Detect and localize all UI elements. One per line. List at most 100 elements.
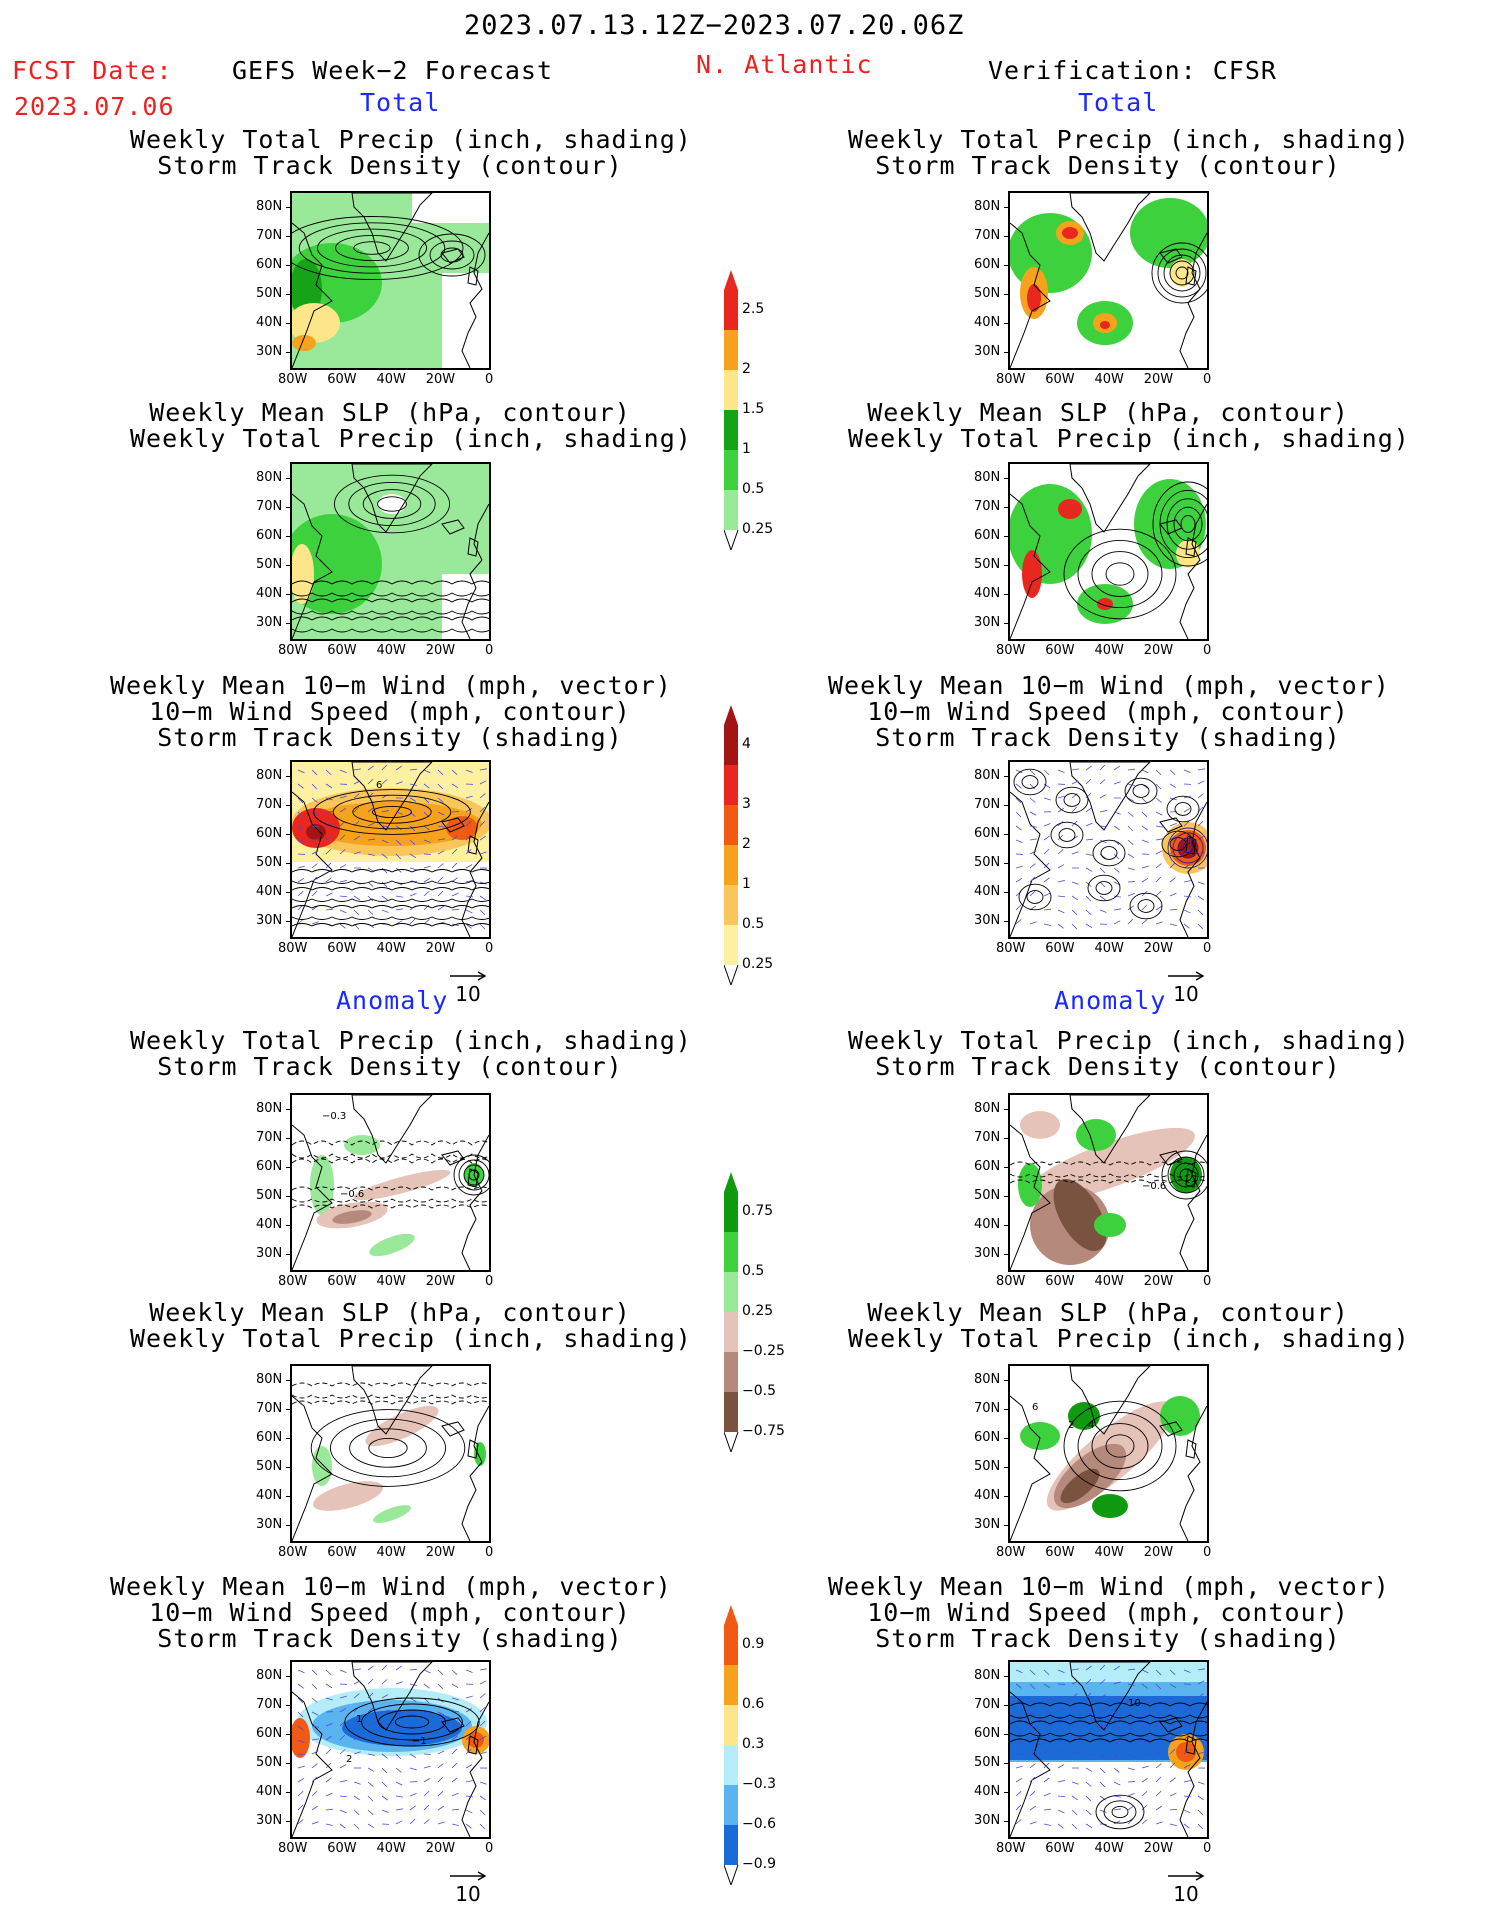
coastline-greenland (351, 1095, 433, 1164)
fcst-date-value: 2023.07.06 (14, 92, 175, 121)
wind-vector (395, 825, 403, 831)
wind-vector (1197, 923, 1204, 930)
wind-vector (1141, 1683, 1148, 1689)
wind-vector (297, 1725, 304, 1731)
lat-tick-mark (286, 1438, 291, 1439)
wind-vector (1057, 1764, 1065, 1769)
wind-speed-anomaly-contour (1095, 1794, 1145, 1830)
wind-vector (465, 1734, 472, 1741)
lat-tick-label: 50N (974, 557, 1001, 572)
map-canvas: 6 (292, 762, 489, 937)
wind-vector (437, 825, 445, 828)
wind-vector (1183, 909, 1191, 914)
wind-speed-contour (1167, 827, 1207, 869)
wind-vector (423, 865, 431, 869)
wind-vector (311, 769, 318, 776)
wind-vector (409, 1725, 416, 1732)
wind-vector (451, 783, 459, 789)
wind-vector (395, 853, 402, 860)
lat-tick-label: 30N (256, 615, 283, 630)
wind-vector (311, 1821, 319, 1825)
map-canvas: 6 2 4 (1010, 1366, 1207, 1541)
lat-tick-label: 50N (256, 855, 283, 870)
precip-shading (1027, 284, 1041, 312)
wind-vector (1085, 909, 1092, 916)
wind-vector (479, 923, 486, 930)
colorbar-label: 2 (742, 361, 751, 377)
wind-vector (353, 1809, 360, 1816)
wind-vector (437, 876, 444, 883)
lon-tick-label: 80W (996, 1545, 1026, 1560)
lat-tick-label: 70N (974, 1130, 1001, 1145)
wind-speed-contour (1087, 874, 1121, 902)
wind-vector (325, 1735, 332, 1741)
wind-vector (1197, 909, 1204, 916)
wind-vector (1071, 909, 1078, 916)
wind-vector (1099, 1781, 1106, 1788)
wind-vector (1057, 849, 1064, 855)
lat-tick-label: 30N (256, 913, 283, 928)
wind-vector (297, 1777, 305, 1783)
coastline-north-america (292, 1395, 333, 1541)
contour-label: 2 (346, 1754, 352, 1765)
wind-vector (1113, 1711, 1121, 1715)
wind-vector (465, 923, 472, 929)
wind-vector (381, 1664, 388, 1671)
lat-tick-mark (286, 776, 291, 777)
wind-vector (325, 1762, 332, 1769)
wind-vector (325, 1697, 333, 1701)
wind-vector (1057, 1720, 1064, 1727)
wind-vector (437, 1805, 445, 1811)
coastline-north-america (292, 222, 333, 368)
lon-tick-label: 60W (327, 643, 357, 658)
wind-vector (1043, 797, 1051, 801)
wind-vector (381, 1694, 389, 1699)
wind-vector (367, 838, 376, 841)
lat-tick-label: 80N (256, 1668, 283, 1683)
wind-vector (1057, 795, 1065, 799)
map-obs-total-slp-precip (1008, 462, 1209, 641)
wind-vector (395, 1665, 403, 1671)
wind-vector (1057, 1795, 1066, 1798)
slp-contour (1159, 489, 1207, 559)
wind-vector (325, 892, 333, 897)
colorbar-canvas (723, 1605, 739, 1887)
wind-vector (479, 1823, 486, 1830)
lat-tick-label: 50N (256, 1459, 283, 1474)
wind-vector (1197, 1668, 1205, 1671)
lat-tick-mark (1004, 507, 1009, 508)
wind-vector (451, 769, 458, 776)
map-obs-anom-precip-track: −0.6 (1008, 1093, 1209, 1272)
wind-vector (423, 1739, 431, 1743)
lat-tick-mark (1004, 265, 1009, 266)
lon-tick-label: 0 (485, 1841, 494, 1856)
lon-tick-label: 60W (327, 1545, 357, 1560)
coastline-iceland (441, 1717, 465, 1733)
wind-speed-contour (1013, 768, 1047, 796)
wind-vector (1015, 1804, 1022, 1811)
slp-anomaly-contour (349, 1428, 427, 1468)
precip-shading (1130, 198, 1207, 268)
lat-tick-mark (286, 265, 291, 266)
coastline-iceland (1159, 248, 1183, 264)
track-anomaly-contour (1010, 1161, 1207, 1166)
precip-shading (292, 544, 314, 604)
wind-vector (1043, 1808, 1052, 1811)
lat-tick-label: 80N (256, 199, 283, 214)
wind-vector (381, 881, 388, 888)
wind-vector (1155, 1790, 1162, 1797)
wind-vector (1183, 1734, 1190, 1741)
wind-vector (339, 1823, 346, 1829)
wind-vector (1113, 1739, 1120, 1746)
precip-anomaly-shading (1060, 1468, 1100, 1504)
wind-vector (409, 1683, 417, 1686)
wind-vector (479, 1706, 486, 1713)
lat-tick-mark (286, 323, 291, 324)
wind-vector (1169, 862, 1176, 869)
wind-vector (339, 1707, 347, 1713)
arrow-icon (450, 1871, 487, 1881)
panel-title-obs-wind-track: Weekly Mean 10−m Wind (mph, vector) 10−m… (828, 671, 1390, 752)
wind-vector (1127, 1805, 1134, 1811)
wind-vector (1085, 1795, 1092, 1802)
lon-tick-label: 60W (1045, 1841, 1075, 1856)
